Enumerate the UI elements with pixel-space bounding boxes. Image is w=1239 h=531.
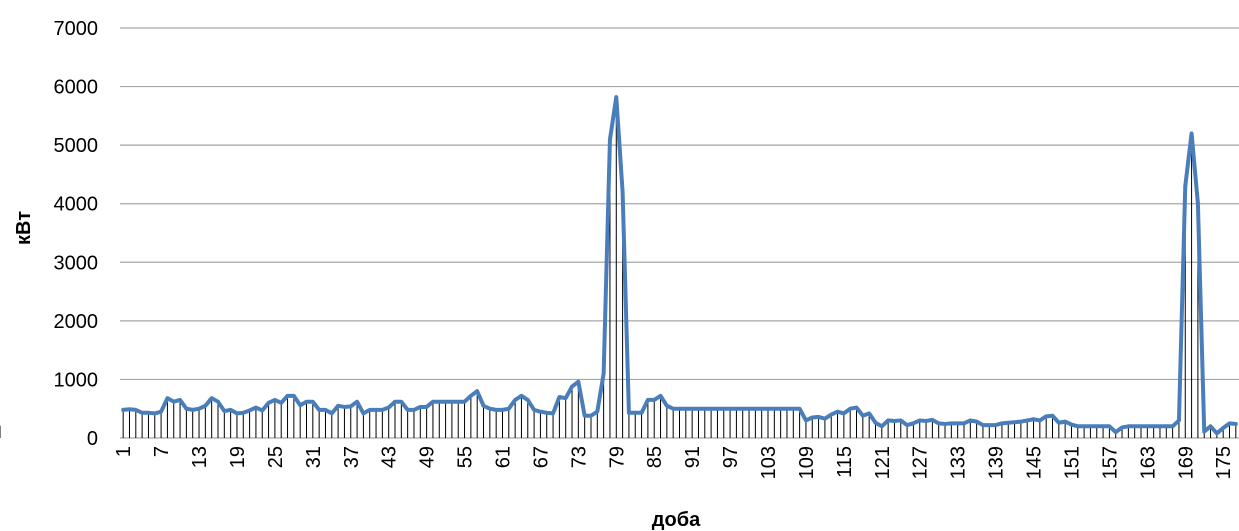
y-tick-label: 0 (87, 428, 98, 450)
x-tick-label: 97 (720, 446, 742, 468)
x-axis-tick-labels: 1 7 13 19 25 31 37 43 49 55 61 67 73 79 85 91 97 103 109 11… (113, 446, 1235, 479)
x-tick-label: 79 (606, 446, 628, 468)
x-tick-label: 163 (1137, 446, 1159, 479)
drop-lines (0, 97, 1237, 438)
x-tick-label: 151 (1061, 446, 1083, 479)
x-tick-label: 115 (834, 446, 856, 478)
y-axis-title: кВт (13, 211, 35, 245)
x-tick-label: 133 (948, 446, 970, 479)
x-tick-label: 169 (1175, 446, 1197, 479)
x-axis-title: доба (652, 509, 701, 531)
x-tick-label: 127 (910, 446, 932, 479)
x-tick-label: 55 (455, 446, 477, 468)
x-tick-label: 139 (986, 446, 1008, 479)
x-tick-label: 175 (1213, 446, 1235, 479)
x-tick-label: 73 (568, 446, 590, 468)
x-tick-label: 61 (492, 446, 514, 468)
y-axis-tick-labels: 0 1000 2000 3000 4000 5000 6000 7000 (54, 18, 99, 450)
series-line-group (121, 95, 1238, 436)
series-line (121, 95, 1238, 436)
x-tick-label: 37 (341, 446, 363, 468)
y-tick-label: 1000 (54, 369, 99, 391)
x-tick-label: 31 (303, 446, 325, 468)
x-tick-label: 85 (644, 446, 666, 468)
y-tick-label: 5000 (54, 135, 99, 157)
x-tick-label: 67 (530, 446, 552, 468)
x-tick-label: 49 (417, 446, 439, 468)
y-tick-label: 2000 (54, 311, 99, 333)
x-tick-label: 43 (379, 446, 401, 468)
gridlines (120, 27, 1239, 439)
x-tick-label: 121 (872, 446, 894, 479)
x-tick-label: 1 (113, 446, 135, 457)
x-tick-label: 145 (1024, 446, 1046, 479)
y-tick-label: 6000 (54, 77, 99, 99)
x-tick-label: 25 (265, 446, 287, 468)
x-tick-label: 91 (682, 446, 704, 468)
x-tick-label: 103 (758, 446, 780, 479)
x-tick-label: 109 (796, 446, 818, 479)
x-tick-label: 7 (151, 446, 173, 457)
y-tick-label: 3000 (54, 252, 99, 274)
x-tick-label: 157 (1099, 446, 1121, 479)
y-tick-label: 7000 (54, 18, 99, 40)
x-tick-label: 19 (227, 446, 249, 468)
y-tick-label: 4000 (54, 194, 99, 216)
x-tick-label: 13 (189, 446, 211, 468)
